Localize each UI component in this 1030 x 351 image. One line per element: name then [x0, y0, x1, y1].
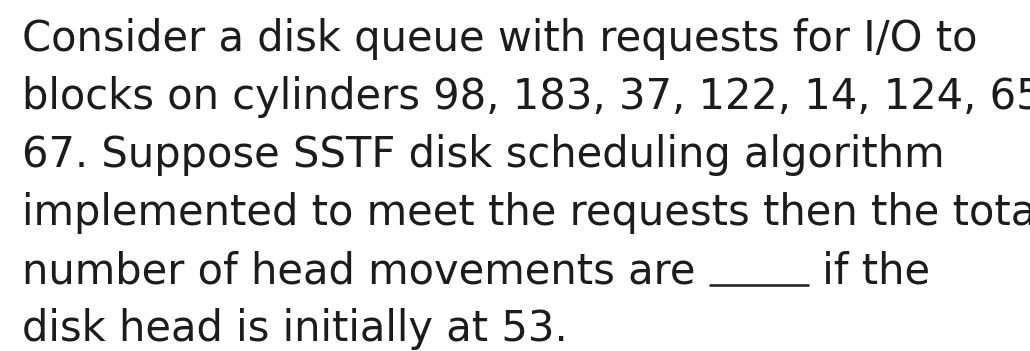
Text: blocks on cylinders 98, 183, 37, 122, 14, 124, 65,: blocks on cylinders 98, 183, 37, 122, 14…	[22, 76, 1030, 118]
Text: disk head is initially at 53.: disk head is initially at 53.	[22, 308, 568, 350]
Text: if the: if the	[809, 250, 930, 292]
Text: 67. Suppose SSTF disk scheduling algorithm: 67. Suppose SSTF disk scheduling algorit…	[22, 134, 945, 176]
Text: number of head movements are: number of head movements are	[22, 250, 709, 292]
Text: Consider a disk queue with requests for I/O to: Consider a disk queue with requests for …	[22, 18, 977, 60]
Text: implemented to meet the requests then the total: implemented to meet the requests then th…	[22, 192, 1030, 234]
